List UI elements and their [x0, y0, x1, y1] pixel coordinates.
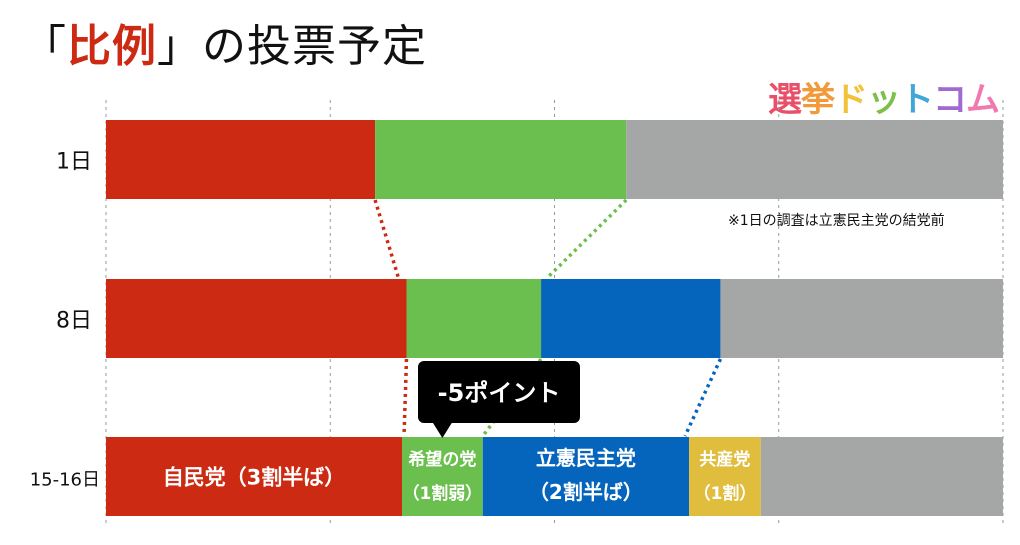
category-label: 1日	[56, 150, 92, 175]
category-label: 8日	[56, 309, 92, 334]
bar-希望の党-8日	[406, 279, 542, 358]
logo-char: ム	[966, 80, 1000, 120]
title-rest: の投票予定	[202, 21, 427, 72]
connector-line	[373, 199, 401, 279]
bar-other-8日	[720, 279, 1003, 358]
data-label: 立憲民主党	[536, 446, 636, 470]
bar-other-1日	[626, 120, 1003, 199]
bar-共産党-15-16日	[689, 437, 761, 516]
logo-char: コ	[933, 80, 967, 120]
title-bracket-close: 」	[157, 21, 202, 72]
logo-char: 挙	[801, 80, 835, 120]
data-label: （2割半ば）	[529, 480, 643, 504]
bar-立憲民主党-8日	[541, 279, 721, 358]
logo-char: ド	[834, 80, 868, 120]
title-highlight: 比例	[67, 21, 157, 72]
logo: 選挙ドットコム	[768, 72, 1000, 121]
connector-line	[545, 198, 628, 280]
page-title: 「比例」の投票予定	[22, 10, 427, 74]
bar-自民党-15-16日	[106, 437, 403, 516]
title-bracket-open: 「	[22, 21, 67, 72]
logo-char: ト	[900, 80, 934, 120]
connector-line	[402, 358, 409, 437]
callout-pointer	[432, 422, 453, 438]
bar-希望の党-1日	[375, 120, 627, 199]
data-label: （1割弱）	[402, 483, 482, 504]
logo-char: 選	[768, 80, 802, 120]
footnote: ※1日の調査は立憲民主党の結党前	[728, 213, 945, 229]
category-label: 15-16日	[30, 470, 100, 491]
bar-other-15-16日	[760, 437, 1003, 516]
data-label: 希望の党	[408, 449, 476, 470]
bar-自民党-1日	[106, 120, 376, 199]
bar-自民党-8日	[106, 279, 407, 358]
callout-box	[418, 361, 580, 423]
data-label: 共産党	[699, 449, 750, 470]
logo-char: ッ	[867, 80, 901, 120]
callout-text: -5ポイント	[438, 379, 561, 407]
data-label: 自民党（3割半ば）	[163, 466, 346, 490]
bar-立憲民主党-15-16日	[482, 437, 690, 516]
data-label: （1割）	[694, 483, 757, 504]
connector-line	[683, 358, 723, 437]
bar-希望の党-15-16日	[402, 437, 483, 516]
